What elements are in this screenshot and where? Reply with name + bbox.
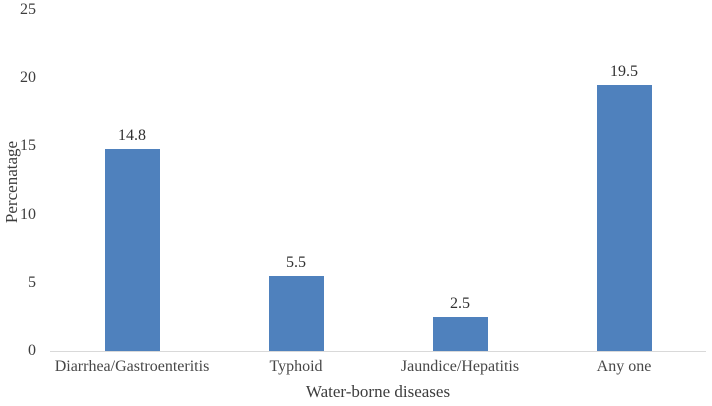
bars-row: 14.8 5.5 2.5 19.5 — [50, 10, 706, 351]
bar-slot: 2.5 — [378, 10, 542, 351]
bar — [596, 85, 652, 351]
bar-value-label: 5.5 — [286, 253, 306, 271]
bar — [432, 316, 488, 351]
bar-value-label: 19.5 — [610, 63, 638, 81]
y-tick-label: 10 — [20, 205, 36, 223]
y-axis-tick-labels: 0 5 10 15 20 25 — [0, 2, 40, 359]
plot-area: 14.8 5.5 2.5 19.5 — [50, 10, 706, 352]
y-tick-label: 5 — [28, 273, 36, 291]
y-tick-label: 15 — [20, 137, 36, 155]
y-tick-label: 0 — [28, 342, 36, 359]
bar-value-label: 14.8 — [118, 127, 146, 145]
bar-slot: 14.8 — [50, 10, 214, 351]
bar-slot: 5.5 — [214, 10, 378, 351]
x-axis-title: Water-borne diseases — [305, 382, 451, 401]
x-axis-category-labels: Diarrhea/Gastroenteritis Typhoid Jaundice/… — [50, 358, 706, 376]
x-category-label: Typhoid — [269, 358, 323, 375]
y-tick-label: 20 — [20, 69, 36, 87]
x-category-label: Jaundice/Hepatitis — [400, 358, 520, 375]
x-category-label: Diarrhea/Gastroenteritis — [54, 358, 210, 375]
y-tick-label: 25 — [20, 1, 36, 18]
x-axis-line — [50, 351, 706, 352]
x-category-label: Any one — [596, 358, 652, 375]
bar-slot: 19.5 — [542, 10, 706, 351]
bar — [268, 275, 324, 351]
bar-value-label: 2.5 — [450, 294, 470, 312]
bar — [104, 149, 160, 351]
